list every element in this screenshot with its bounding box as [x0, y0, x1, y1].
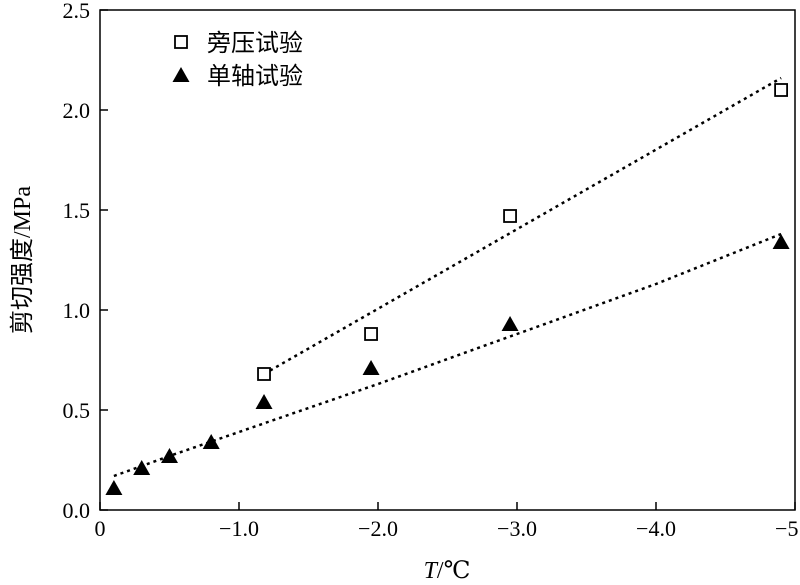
y-axis-title: 剪切强度/MPa	[9, 186, 36, 334]
data-point-series-2	[362, 360, 380, 375]
legend-marker-series-1	[174, 35, 188, 49]
data-point-series-1	[364, 327, 378, 341]
trend-line-series-1	[263, 76, 782, 376]
x-tick-label: −3.0	[497, 516, 537, 541]
x-axis-variable: T	[424, 558, 439, 584]
data-point-series-1	[503, 209, 517, 223]
y-tick-label: 1.5	[63, 198, 91, 223]
y-tick-label: 0.5	[63, 398, 91, 423]
trend-lines	[113, 76, 782, 478]
x-axis-title: T/℃	[424, 558, 471, 584]
trend-line-series-2	[113, 232, 782, 478]
data-point-series-2	[772, 234, 790, 249]
data-point-series-2	[133, 460, 151, 475]
data-point-series-2	[105, 480, 123, 495]
y-tick-label: 0.0	[63, 498, 91, 523]
y-tick-label: 1.0	[63, 298, 91, 323]
plot-frame	[99, 9, 796, 511]
y-axis-ticks: 0.0 0.5 1.0 1.5 2.0 2.5	[63, 0, 108, 523]
x-axis-ticks: 0 −1.0 −2.0 −3.0 −4.0 −5.0	[95, 502, 800, 541]
x-tick-label: −1.0	[219, 516, 259, 541]
x-axis-unit: /℃	[437, 558, 471, 584]
x-tick-label: −2.0	[358, 516, 398, 541]
y-tick-label: 2.5	[63, 0, 91, 23]
data-point-series-1	[257, 367, 271, 381]
y-tick-label: 2.0	[63, 98, 91, 123]
legend-label-series-1: 旁压试验	[207, 29, 303, 57]
data-point-series-2	[255, 394, 273, 409]
plot-area-border	[99, 9, 796, 511]
data-points	[105, 83, 790, 495]
x-tick-label: −4.0	[636, 516, 676, 541]
data-point-series-2	[501, 316, 519, 331]
data-point-series-2	[202, 434, 220, 449]
legend-label-series-2: 单轴试验	[207, 62, 303, 90]
x-tick-label: 0	[95, 516, 106, 541]
legend-marker-series-2	[172, 67, 190, 82]
data-point-series-2	[161, 448, 178, 463]
x-tick-label: −5.0	[775, 516, 800, 541]
data-point-series-1	[774, 83, 788, 97]
